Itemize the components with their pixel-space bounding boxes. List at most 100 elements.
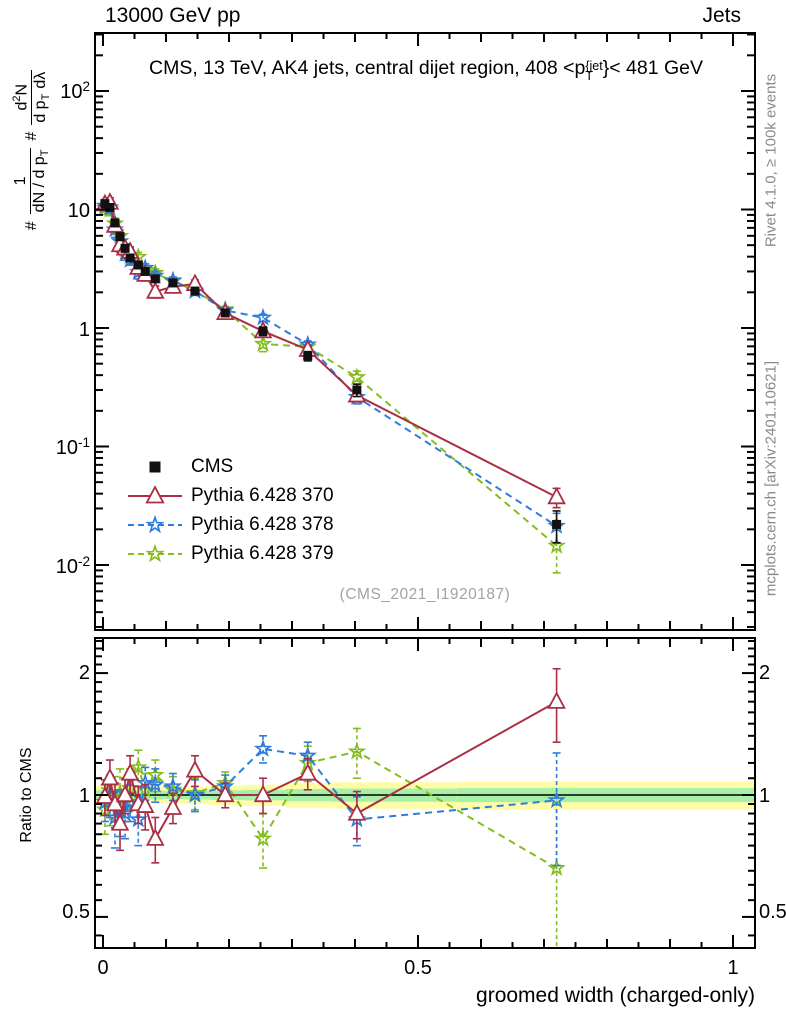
cms-marker-icon [149,461,161,472]
y-tick-1e2-base: 10 [60,81,83,103]
legend-item-pythia-378: Pythia 6.428 378 [126,510,334,539]
legend-swatch [128,514,182,533]
plot-title-sub: T [585,68,593,83]
cms-data-marker [258,326,268,336]
ratio-series-pythia-6-428-379 [95,727,566,948]
legend: CMS Pythia 6.428 370 Pythia 6.428 378 Py… [126,452,334,568]
ylabel-hash1: # [23,221,40,231]
ratio-tick-right-0p5: 0.5 [759,901,786,923]
y-tick-1e-2: 10-2 [0,555,90,577]
x-tick-0: 0 [97,957,109,979]
triangle-marker-icon [128,484,182,503]
triangle-marker [547,691,566,709]
y-tick-1e2: 102 [0,80,90,102]
star-marker [253,334,273,352]
cms-data-marker [125,253,135,263]
triangle-marker [547,486,566,505]
ratio-tick-left-0p5: 0.5 [62,901,90,923]
ratio-tick-right-2: 2 [759,662,771,684]
star-marker [185,785,205,803]
triangle-marker [253,784,273,803]
star-marker [347,367,367,386]
main-series-cms [100,199,562,544]
cms-data-marker [352,385,362,395]
ratio-tick-right-1: 1 [759,785,771,807]
star-marker [163,776,183,795]
star-marker [145,514,165,533]
star-marker-blue-icon [128,514,182,533]
triangle-marker [135,795,155,813]
plot-title-text: CMS, 13 TeV, AK4 jets, central dijet reg… [149,57,586,79]
triangle-marker [100,767,120,786]
axis-ticks [95,33,755,948]
legend-swatch [128,543,182,562]
triangle-marker [115,784,135,803]
star-marker [547,858,566,876]
analysis-topic-label: Jets [702,4,741,27]
rivet-version-credit: Rivet 4.1.0, ≥ 100k events [762,73,780,248]
cms-data-marker [110,218,120,228]
cms-data-marker [552,519,562,529]
cms-data-marker [100,199,110,209]
ratio-tick-left-2: 2 [78,662,90,684]
triangle-marker [145,484,165,503]
triangle-marker [347,803,367,821]
cms-data-marker [190,286,200,296]
mcplots-credit: mcplots.cern.ch [arXiv:2401.10621] [762,360,780,597]
legend-swatch [149,461,161,472]
star-marker [146,774,165,793]
legend-label-pythia-378: Pythia 6.428 378 [191,513,334,535]
triangle-marker [185,759,205,778]
cms-data-marker [120,243,130,253]
x-tick-1: 1 [727,957,739,979]
legend-label-pythia-379: Pythia 6.428 379 [191,542,334,564]
y-tick-1-base: 1 [78,319,90,341]
plot-title: CMS, 13 TeV, AK4 jets, central dijet reg… [96,57,756,83]
star-marker [128,757,148,776]
star-marker [347,741,367,760]
legend-swatch [128,484,182,503]
triangle-marker [120,763,140,781]
cms-data-marker [220,308,230,318]
ylabel-frac2-den-lambda: λ [32,71,50,80]
legend-label-pythia-370: Pythia 6.428 370 [191,484,334,506]
y-tick-1e1-base: 10 [67,200,90,222]
cms-data-marker [140,266,150,276]
legend-item-pythia-379: Pythia 6.428 379 [126,539,334,568]
ratio-series-pythia-6-428-370 [95,667,566,864]
y-tick-1: 1 [0,318,90,340]
star-marker [253,828,273,847]
star-marker [547,790,566,809]
y-tick-1e-1-exp: -1 [77,435,90,450]
legend-item-cms: CMS [126,452,334,481]
star-marker-green-icon [128,543,182,562]
triangle-marker [298,763,318,781]
ratio-tick-left-1: 1 [78,785,90,807]
ylabel-hash2: # [23,131,40,141]
y-tick-1e1: 10 [0,199,90,221]
legend-item-pythia-370: Pythia 6.428 370 [126,481,334,510]
cms-data-marker [133,260,143,270]
plot-title-suffix: }< 481 GeV [602,57,703,79]
plot-title-pt-stack: {jet T [585,58,603,83]
beam-energy-label: 13000 GeV pp [105,4,241,27]
cms-data-marker [115,232,125,242]
y-tick-1e-2-base: 10 [55,556,78,578]
triangle-marker [163,797,183,815]
ratio-y-axis-label: Ratio to CMS [18,747,35,843]
ylabel-frac2-num-a: d [13,101,31,111]
plot-title-sup: {jet [585,58,603,73]
cms-data-marker [105,202,115,212]
star-marker [145,543,165,562]
star-marker [253,739,273,757]
triangle-marker [145,828,165,846]
ylabel-frac1-den-sub: T [39,149,52,157]
cms-data-marker [150,274,160,284]
y-tick-1e-2-exp: -2 [77,554,90,569]
y-tick-1e2-exp: 2 [82,79,90,94]
star-marker [547,536,566,554]
cms-data-marker [168,278,178,288]
ylabel-frac2-den-a: d p [32,100,50,123]
